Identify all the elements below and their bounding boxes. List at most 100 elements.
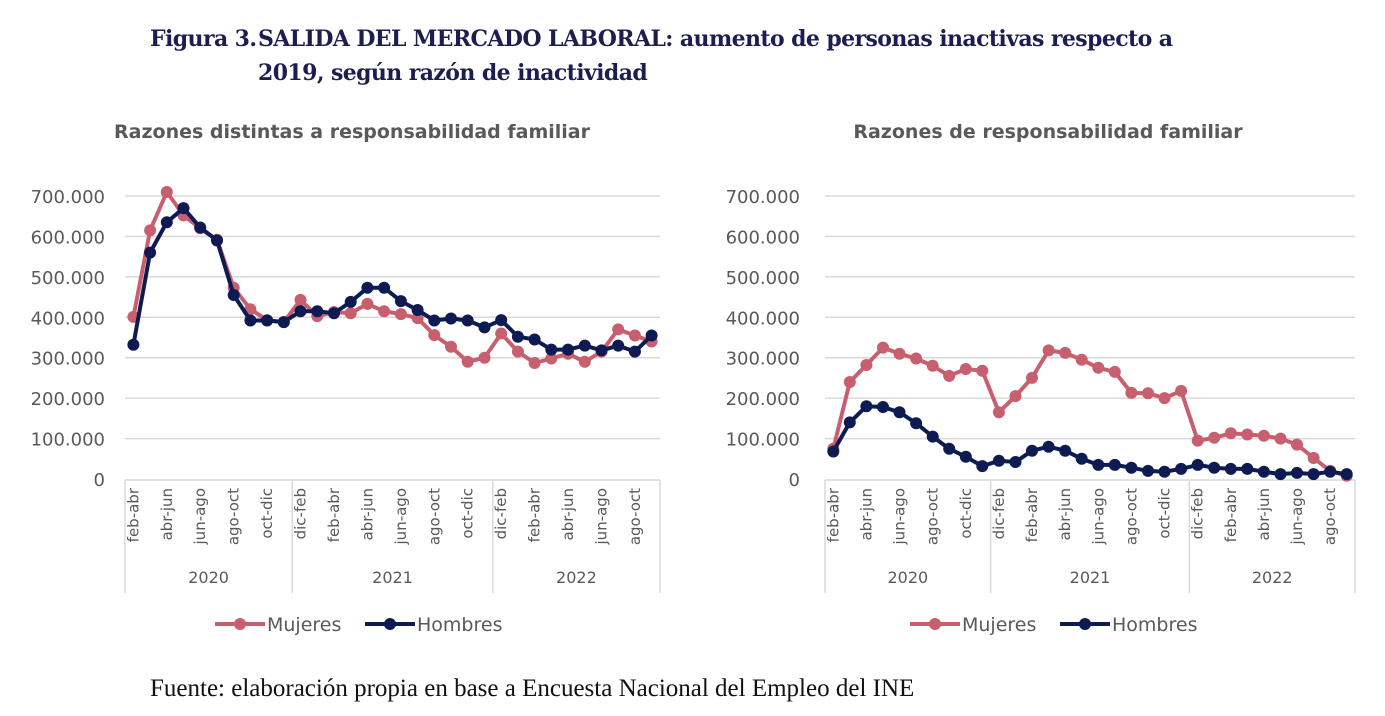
source-note: Fuente: elaboración propia en base a Enc…: [150, 675, 914, 703]
data-point: [943, 442, 956, 455]
x-tick-label: dic-feb: [990, 488, 1008, 539]
data-point: [478, 351, 491, 364]
x-tick-label: ago-oct: [425, 488, 443, 545]
data-point: [1158, 392, 1171, 405]
data-point: [893, 347, 906, 360]
data-point: [1224, 427, 1237, 440]
source-label: Fuente:: [150, 675, 225, 702]
y-tick-label: 300.000: [31, 349, 105, 370]
x-group-label: 2020: [188, 568, 229, 587]
data-point: [1340, 468, 1353, 481]
y-tick-label: 500.000: [31, 268, 105, 289]
x-tick-label: ago-oct: [1321, 488, 1339, 545]
data-point: [893, 406, 906, 419]
data-point: [628, 345, 641, 358]
chart-left: Razones distintas a responsabilidad fami…: [0, 110, 695, 655]
data-point: [294, 293, 307, 306]
data-point: [244, 303, 257, 316]
data-point: [1075, 452, 1088, 465]
figure-title-line2: 2019, según razón de inactividad: [258, 60, 648, 86]
y-tick-label: 600.000: [31, 227, 105, 248]
data-point: [877, 341, 889, 354]
data-point: [411, 304, 424, 316]
series-line-mujeres: [831, 345, 1348, 478]
x-tick-label: jun-ago: [1089, 488, 1107, 545]
x-tick-label: abr-jun: [1056, 488, 1074, 541]
x-tick-label: abr-jun: [559, 488, 577, 541]
data-point: [1241, 462, 1254, 475]
data-point: [428, 329, 441, 342]
data-point: [645, 329, 658, 342]
data-point: [445, 340, 457, 353]
data-point: [328, 307, 340, 320]
series-line-hombres: [131, 206, 653, 354]
data-point: [495, 327, 508, 340]
x-tick-label: oct-dic: [957, 488, 975, 539]
data-point: [378, 305, 391, 318]
legend-item-mujeres: Mujeres: [910, 614, 1036, 636]
x-group-label: 2021: [1070, 568, 1111, 587]
y-tick-label: 200.000: [726, 389, 800, 410]
data-point: [461, 314, 474, 327]
y-tick-label: 500.000: [726, 268, 800, 289]
legend-label: Mujeres: [962, 614, 1036, 636]
data-point: [843, 416, 856, 429]
x-tick-label: feb-abr: [824, 487, 842, 542]
y-tick-label: 100.000: [31, 430, 105, 451]
data-point: [976, 460, 989, 473]
data-point: [595, 344, 608, 357]
data-point: [1191, 434, 1204, 447]
y-tick-label: 200.000: [31, 389, 105, 410]
data-point: [1059, 346, 1072, 359]
data-point: [211, 234, 223, 247]
data-point: [1307, 468, 1320, 481]
data-point: [495, 314, 508, 327]
data-point: [877, 401, 889, 413]
data-point: [1108, 365, 1121, 378]
data-point: [1257, 465, 1270, 478]
data-point: [511, 330, 524, 343]
x-tick-label: oct-dic: [1156, 488, 1174, 539]
figure-number: Figura 3.: [150, 26, 257, 52]
series-hombres: [827, 400, 1353, 481]
data-point: [1125, 461, 1138, 474]
chart-right: Razones de responsabilidad familiar 0 100.…: [695, 110, 1385, 655]
data-point: [1108, 458, 1121, 471]
data-point: [1142, 464, 1154, 477]
data-point: [1092, 458, 1105, 471]
data-point: [1307, 452, 1320, 464]
data-point: [344, 295, 357, 308]
data-point: [959, 363, 972, 375]
x-tick-label: oct-dic: [258, 488, 276, 539]
data-point: [860, 400, 873, 413]
data-point: [394, 295, 407, 308]
x-tick-label: feb-abr: [1222, 487, 1240, 542]
data-point: [992, 454, 1005, 467]
data-point: [1208, 431, 1221, 444]
y-tick-label: 0: [94, 470, 105, 491]
data-point: [545, 343, 558, 356]
x-tick-label: dic-feb: [1189, 488, 1207, 539]
x-tick-label: jun-ago: [592, 488, 610, 545]
legend-item-hombres: Hombres: [365, 614, 502, 636]
data-point: [528, 333, 541, 346]
data-point: [1175, 384, 1188, 397]
data-point: [860, 359, 873, 371]
data-point: [612, 339, 625, 352]
x-group-label: 2021: [372, 568, 413, 587]
y-tick-label: 100.000: [726, 430, 800, 451]
x-tick-label: feb-abr: [1023, 487, 1041, 542]
x-tick-label: dic-feb: [292, 488, 310, 539]
x-tick-label: ago-oct: [1122, 488, 1140, 545]
y-tick-label: 700.000: [726, 187, 800, 208]
data-point: [277, 316, 290, 329]
y-tick-label: 300.000: [726, 349, 800, 370]
data-point: [1026, 371, 1038, 384]
x-tick-label: jun-ago: [891, 488, 909, 545]
data-point: [1274, 468, 1287, 481]
data-point: [1042, 440, 1055, 453]
data-point: [1241, 428, 1254, 441]
data-point: [926, 359, 939, 372]
x-tick-label: feb-abr: [124, 487, 142, 542]
legend-swatch-marker: [234, 618, 246, 630]
